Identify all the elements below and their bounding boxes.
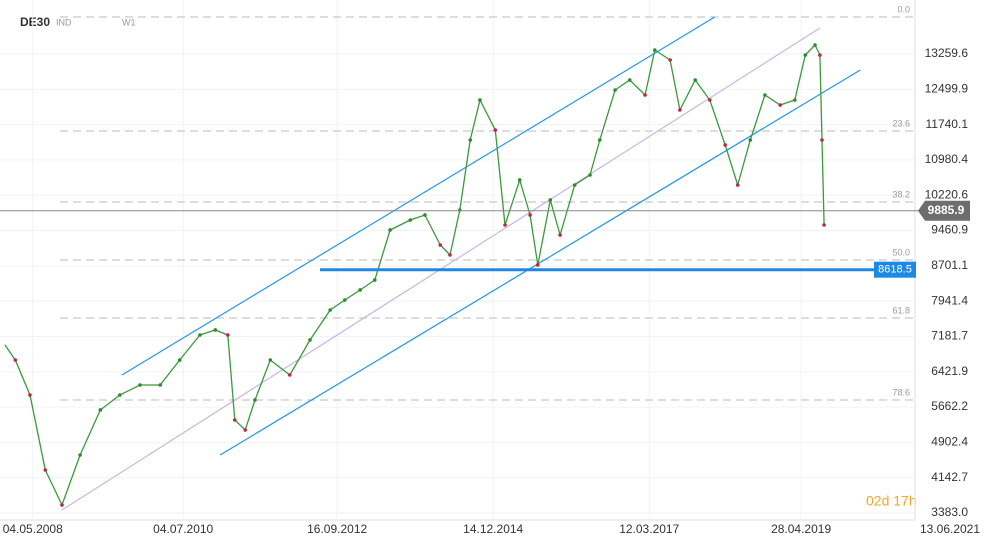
y-tick-label: 3383.0 — [931, 505, 968, 519]
price-point — [803, 53, 808, 57]
price-point — [268, 358, 273, 362]
price-point — [517, 178, 522, 182]
price-point — [225, 333, 230, 337]
y-tick-label: 12499.9 — [925, 81, 969, 95]
price-point — [388, 228, 392, 232]
fib-label: 50.0 — [892, 247, 910, 257]
price-point — [558, 233, 562, 237]
price-point — [158, 383, 163, 387]
trendline — [121, 16, 716, 376]
x-tick-label: 04.05.2008 — [3, 522, 63, 536]
x-tick-label: 16.09.2012 — [307, 522, 367, 536]
x-tick-label: 12.03.2017 — [619, 522, 679, 536]
y-tick-label: 10220.6 — [925, 187, 969, 201]
price-point — [678, 108, 682, 112]
price-point — [287, 373, 292, 377]
y-tick-label: 8701.1 — [931, 258, 968, 272]
y-tick-label: 9460.9 — [931, 223, 968, 237]
price-point — [597, 138, 602, 142]
y-tick-label: 4142.7 — [931, 470, 968, 484]
price-point — [28, 393, 32, 397]
price-point — [503, 223, 507, 227]
price-point — [213, 328, 218, 332]
x-tick-label: 14.12.2014 — [463, 522, 523, 536]
price-point — [358, 288, 362, 292]
price-point — [735, 183, 740, 187]
price-point — [478, 98, 482, 102]
countdown: 02d 17h — [866, 493, 917, 509]
price-point — [243, 428, 248, 432]
last-price-badge — [918, 200, 970, 221]
price-line — [4, 43, 825, 507]
price-point — [778, 103, 783, 107]
price-point — [793, 98, 797, 102]
fib-label: 0.0 — [897, 4, 910, 14]
price-point — [60, 503, 64, 507]
price-point — [78, 453, 82, 457]
support-badge — [874, 261, 916, 278]
price-point — [763, 93, 767, 97]
market[interactable]: IND — [56, 17, 72, 27]
y-tick-label: 4902.4 — [931, 435, 968, 449]
price-point — [43, 468, 48, 472]
price-point — [468, 138, 473, 142]
fib-label: 23.6 — [892, 118, 910, 128]
price-point — [813, 43, 817, 47]
last-price-label: 9885.9 — [928, 203, 965, 217]
price-point — [627, 78, 632, 82]
price-point — [138, 383, 142, 387]
price-point — [613, 88, 617, 92]
price-point — [528, 213, 532, 217]
price-point — [372, 278, 377, 282]
x-tick-label: 04.07.2010 — [153, 522, 213, 536]
price-point — [253, 398, 257, 402]
fib-label: 38.2 — [892, 189, 910, 199]
y-tick-label: 5662.2 — [931, 399, 968, 413]
support-label: 8618.5 — [878, 264, 912, 276]
price-point — [408, 218, 413, 222]
price-point — [423, 213, 427, 217]
x-tick-label: 28.04.2019 — [771, 522, 831, 536]
price-point — [820, 138, 824, 142]
y-tick-label: 10980.4 — [925, 152, 969, 166]
price-point — [668, 58, 672, 62]
price-point — [98, 408, 103, 412]
y-tick-label: 7181.7 — [931, 329, 968, 343]
fib-label: 61.8 — [892, 305, 910, 315]
price-point — [588, 173, 592, 177]
y-tick-label: 7941.4 — [931, 293, 968, 307]
price-point — [343, 298, 347, 302]
y-tick-label: 13259.6 — [925, 46, 969, 60]
price-point — [232, 418, 237, 422]
price-point — [723, 143, 727, 147]
price-point — [448, 253, 452, 257]
price-point — [643, 93, 647, 97]
price-point — [748, 138, 753, 142]
price-point — [653, 48, 657, 52]
price-point — [693, 78, 698, 82]
y-tick-label: 6421.9 — [931, 364, 968, 378]
price-point — [438, 243, 443, 247]
y-tick-label: 11740.1 — [926, 117, 969, 131]
price-point — [198, 333, 202, 337]
price-point — [572, 183, 577, 187]
price-point — [328, 308, 332, 312]
price-point — [308, 338, 312, 342]
price-point — [535, 263, 540, 267]
price-point — [177, 358, 182, 362]
price-point — [822, 223, 826, 227]
price-point — [493, 128, 498, 132]
trendline — [219, 69, 861, 456]
interval[interactable]: W1 — [122, 17, 136, 27]
price-point — [818, 53, 822, 57]
x-tick-label: 13.06.2021 — [920, 522, 980, 536]
price-point — [548, 198, 553, 202]
fib-label: 78.6 — [892, 387, 910, 397]
symbol: DE30 — [20, 15, 50, 29]
price-point — [13, 358, 18, 362]
price-point — [118, 393, 122, 397]
price-point — [708, 98, 712, 102]
